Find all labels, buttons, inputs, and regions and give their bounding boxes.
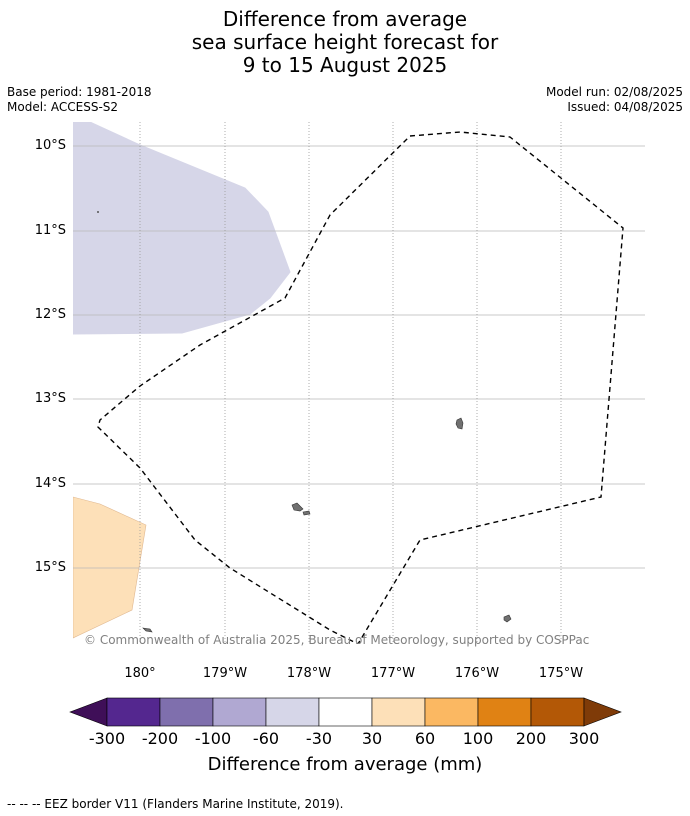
colorbar-tick-label: -30 [305, 729, 333, 748]
meta-left: Base period: 1981-2018 Model: ACCESS-S2 [7, 85, 152, 115]
colorbar-tick-label: -60 [252, 729, 280, 748]
title-line-2: sea surface height forecast for [191, 30, 499, 54]
base-period: Base period: 1981-2018 [7, 85, 152, 99]
chart-title: Difference from average sea surface heig… [0, 8, 690, 77]
meta-right: Model run: 02/08/2025 Issued: 04/08/2025 [546, 85, 683, 115]
positive-anomaly-region [73, 496, 147, 639]
colorbar [69, 697, 622, 727]
colorbar-tick-label: 200 [515, 729, 547, 748]
colorbar-bin [424, 697, 479, 727]
colorbar-tick-label: 100 [462, 729, 494, 748]
colorbar-bin [106, 697, 161, 727]
model-run: Model run: 02/08/2025 [545, 85, 683, 99]
lat-label: 15°S [34, 560, 66, 575]
colorbar-bin [530, 697, 585, 727]
colorbar-bin [159, 697, 214, 727]
colorbar-bin [371, 697, 426, 727]
colorbar-tick-label: 60 [414, 729, 436, 748]
lat-label: 12°S [34, 307, 66, 322]
lat-label: 10°S [34, 138, 66, 153]
lon-label: 179°W [202, 666, 248, 681]
map-area [73, 122, 645, 661]
colorbar-tick-label: 30 [361, 729, 383, 748]
colorbar-bin [318, 697, 373, 727]
copyright-notice: © Commonwealth of Australia 2025, Bureau… [84, 633, 590, 647]
colorbar-title: Difference from average (mm) [207, 754, 483, 775]
colorbar-tick-label: 300 [568, 729, 600, 748]
issued-date: Issued: 04/08/2025 [567, 100, 683, 114]
lat-label: 14°S [34, 476, 66, 491]
colorbar-bin [477, 697, 532, 727]
lon-label: 175°W [538, 666, 584, 681]
title-line-3: 9 to 15 August 2025 [242, 53, 448, 77]
colorbar-extend-low [69, 697, 108, 727]
island-wallis [455, 417, 464, 430]
negative-anomaly-region [73, 122, 291, 335]
lon-label: 177°W [370, 666, 416, 681]
colorbar-bin [212, 697, 267, 727]
island-niuafoou [503, 614, 512, 623]
islands [142, 417, 512, 633]
small-islet [97, 211, 99, 213]
lat-label: 13°S [34, 391, 66, 406]
colorbar-tick-label: -100 [194, 729, 232, 748]
lon-grid [139, 122, 562, 644]
lat-grid [73, 145, 645, 569]
lon-label: 178°W [286, 666, 332, 681]
colorbar-tick-label: -200 [141, 729, 179, 748]
lon-label: 180° [124, 666, 156, 681]
colorbar-tick-label: -300 [88, 729, 126, 748]
island-alofi [302, 510, 311, 516]
island-futuna [291, 502, 304, 512]
island-south-fragment [142, 627, 153, 633]
lon-label: 176°W [454, 666, 500, 681]
title-line-1: Difference from average [222, 7, 468, 31]
colorbar-bin [265, 697, 320, 727]
small-islet [212, 659, 214, 661]
eez-footnote: -- -- -- EEZ border V11 (Flanders Marine… [7, 797, 344, 811]
lat-label: 11°S [34, 223, 66, 238]
colorbar-extend-high [583, 697, 622, 727]
model-name: Model: ACCESS-S2 [7, 100, 119, 114]
eez-border [97, 131, 624, 644]
